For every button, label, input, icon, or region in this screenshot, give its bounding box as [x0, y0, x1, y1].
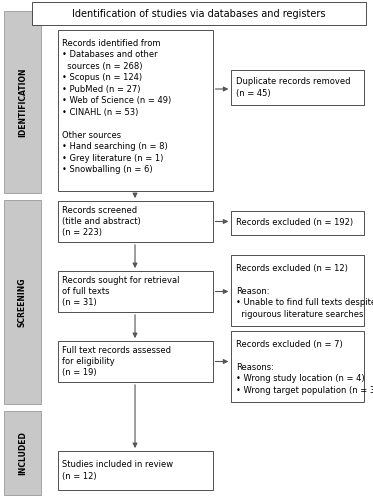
- Bar: [4, 11, 41, 193]
- Bar: [231, 211, 364, 235]
- Text: Records identified from
• Databases and other
  sources (n = 268)
• Scopus (n = : Records identified from • Databases and …: [62, 39, 172, 174]
- Text: SCREENING: SCREENING: [18, 277, 27, 327]
- Text: Studies included in review
(n = 12): Studies included in review (n = 12): [62, 460, 173, 480]
- Bar: [231, 70, 364, 105]
- Bar: [58, 271, 213, 312]
- Bar: [58, 201, 213, 242]
- Text: INCLUDED: INCLUDED: [18, 431, 27, 475]
- Text: Duplicate records removed
(n = 45): Duplicate records removed (n = 45): [236, 78, 350, 98]
- Bar: [58, 341, 213, 382]
- Text: Records excluded (n = 192): Records excluded (n = 192): [236, 218, 353, 228]
- Text: IDENTIFICATION: IDENTIFICATION: [18, 67, 27, 136]
- Bar: [4, 200, 41, 404]
- Bar: [32, 2, 366, 25]
- Text: Identification of studies via databases and registers: Identification of studies via databases …: [72, 9, 325, 19]
- Bar: [58, 30, 213, 191]
- Bar: [4, 411, 41, 495]
- Text: Full text records assessed
for eligibility
(n = 19): Full text records assessed for eligibili…: [62, 346, 171, 378]
- Text: Records excluded (n = 12)

Reason:
• Unable to find full texts despite
  rigouro: Records excluded (n = 12) Reason: • Unab…: [236, 264, 373, 319]
- Bar: [58, 451, 213, 490]
- Text: Records sought for retrieval
of full texts
(n = 31): Records sought for retrieval of full tex…: [62, 276, 180, 308]
- Bar: [231, 255, 364, 326]
- Text: Records screened
(title and abstract)
(n = 223): Records screened (title and abstract) (n…: [62, 206, 141, 238]
- Bar: [231, 331, 364, 402]
- Text: Records excluded (n = 7)

Reasons:
• Wrong study location (n = 4)
• Wrong target: Records excluded (n = 7) Reasons: • Wron…: [236, 340, 373, 395]
